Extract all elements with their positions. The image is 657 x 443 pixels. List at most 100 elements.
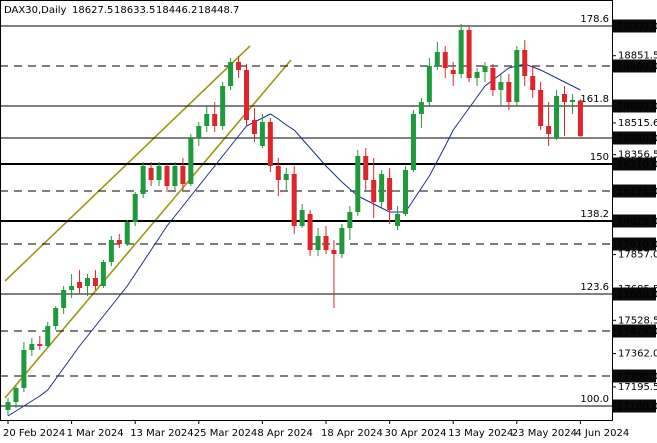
candle-body bbox=[466, 30, 472, 78]
level-label: 18175.0 bbox=[617, 187, 657, 198]
candle-body bbox=[434, 52, 440, 66]
y-tick-label: 17195.5 bbox=[618, 382, 657, 393]
candle-body bbox=[403, 170, 408, 214]
candle-body bbox=[363, 156, 369, 180]
candle-body bbox=[5, 402, 11, 410]
header-close: 18448.7 bbox=[198, 5, 239, 16]
x-tick-label: 18 Apr 2024 bbox=[321, 428, 383, 439]
header-high: 18633.5 bbox=[114, 5, 155, 16]
x-tick-label: 13 May 2024 bbox=[448, 428, 513, 439]
candle-body bbox=[490, 68, 496, 90]
candle-body bbox=[418, 102, 424, 114]
candle-body bbox=[530, 76, 536, 90]
candle-body bbox=[164, 166, 170, 186]
candle-body bbox=[267, 122, 273, 166]
candle-body bbox=[172, 166, 178, 186]
candle-body bbox=[13, 388, 19, 402]
level-label: 18600.0 bbox=[617, 102, 657, 113]
candle-body bbox=[244, 70, 249, 120]
candle-body bbox=[331, 250, 337, 254]
candle-body bbox=[77, 282, 83, 288]
level-label-box bbox=[613, 184, 656, 198]
level-label-box bbox=[613, 369, 656, 383]
candle-body bbox=[61, 290, 67, 308]
candle-body bbox=[506, 82, 512, 102]
candle-body bbox=[569, 100, 575, 102]
level-label-box bbox=[613, 157, 656, 171]
candle-body bbox=[339, 228, 345, 254]
candle-body bbox=[458, 30, 464, 74]
candle-body bbox=[236, 62, 242, 70]
candle-body bbox=[148, 168, 154, 180]
level-label: 18800.0 bbox=[617, 62, 657, 73]
candle-body bbox=[100, 262, 106, 286]
candle-body bbox=[116, 240, 122, 244]
candle-body bbox=[45, 326, 51, 346]
candle-body bbox=[196, 126, 202, 138]
candle-body bbox=[29, 344, 35, 350]
x-tick-label: 8 Apr 2024 bbox=[257, 428, 312, 439]
candle-body bbox=[442, 52, 448, 68]
level-label: 18025.0 bbox=[617, 217, 657, 228]
y-tick-label: 17857.0 bbox=[618, 250, 657, 261]
candle-body bbox=[514, 50, 520, 102]
candle-body bbox=[554, 96, 560, 138]
candle-body bbox=[156, 166, 162, 180]
moving-average bbox=[7, 63, 581, 417]
candle-body bbox=[124, 222, 130, 244]
level-label-box bbox=[613, 399, 656, 413]
level-label-box bbox=[613, 19, 656, 33]
candle-body bbox=[395, 214, 401, 226]
y-tick-label: 18356.5 bbox=[618, 150, 657, 161]
header-open: 18627.5 bbox=[72, 5, 113, 16]
candle-body bbox=[212, 114, 218, 126]
x-tick-label: 23 May 2024 bbox=[512, 428, 577, 439]
level-label-box bbox=[613, 324, 656, 338]
candle-body bbox=[387, 178, 393, 210]
candle-body bbox=[410, 114, 416, 170]
x-tick-label: 4 Jun 2024 bbox=[575, 428, 629, 439]
candle-body bbox=[220, 86, 226, 126]
x-tick-label: 25 Mar 2024 bbox=[194, 428, 257, 439]
level-label: 18310.0 bbox=[617, 160, 657, 171]
level-label-box bbox=[613, 131, 656, 145]
candle-body bbox=[188, 138, 194, 184]
candle-body bbox=[37, 344, 43, 346]
candle-body bbox=[251, 120, 257, 134]
candle-body bbox=[450, 70, 456, 74]
candle-body bbox=[323, 236, 329, 250]
fib-label: 100.0 bbox=[580, 394, 609, 405]
channel-lower bbox=[4, 59, 292, 399]
candle-body bbox=[538, 90, 544, 126]
x-tick-label: 20 Feb 2024 bbox=[3, 428, 65, 439]
level-label: 17475.0 bbox=[617, 327, 657, 338]
fib-label: 150 bbox=[590, 152, 609, 163]
y-tick-label: 18851.5 bbox=[618, 51, 657, 62]
candle-body bbox=[498, 82, 504, 90]
fib-label: 123.6 bbox=[580, 282, 609, 293]
candle-body bbox=[140, 166, 146, 194]
plot-frame bbox=[0, 0, 613, 421]
y-tick-label: 17528.5 bbox=[618, 315, 657, 326]
candle-body bbox=[53, 308, 59, 326]
candle-body bbox=[21, 350, 27, 388]
candle-body bbox=[275, 166, 281, 180]
candle-body bbox=[347, 212, 353, 228]
x-tick-label: 1 Mar 2024 bbox=[67, 428, 124, 439]
chart-title: DAX30,Daily bbox=[4, 5, 67, 16]
fib-label: 138.2 bbox=[580, 209, 609, 220]
level-label: 17910.0 bbox=[617, 240, 657, 251]
candle-body bbox=[299, 210, 305, 226]
candle-body bbox=[474, 72, 480, 78]
level-label-box bbox=[613, 99, 656, 113]
level-label-box bbox=[613, 59, 656, 73]
level-label: 18440.0 bbox=[617, 134, 657, 145]
candle-body bbox=[315, 236, 321, 250]
y-tick-label: 17362.0 bbox=[618, 349, 657, 360]
candle-body bbox=[546, 126, 552, 134]
level-label: 17660.0 bbox=[617, 290, 657, 301]
candle-body bbox=[69, 286, 75, 290]
candle-body bbox=[307, 214, 313, 250]
level-label-box bbox=[613, 287, 656, 301]
